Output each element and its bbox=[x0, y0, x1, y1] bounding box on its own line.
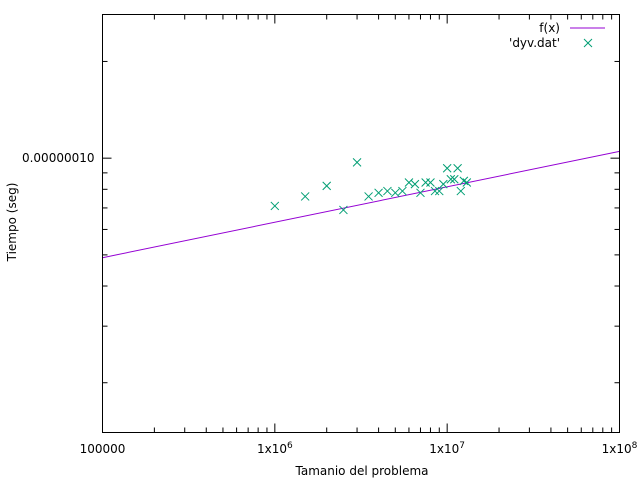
data-point bbox=[416, 188, 425, 198]
data-point-stroke bbox=[322, 181, 332, 191]
data-point-stroke bbox=[390, 188, 400, 198]
y-tick-label: 0.00000010 bbox=[22, 151, 95, 165]
data-point bbox=[434, 186, 444, 196]
data-point-stroke bbox=[442, 163, 452, 173]
data-point-stroke bbox=[374, 188, 383, 198]
data-point bbox=[398, 186, 407, 196]
plot-frame bbox=[102, 14, 620, 433]
data-point-stroke bbox=[453, 163, 462, 173]
data-point bbox=[339, 205, 348, 215]
data-point-stroke bbox=[426, 178, 435, 187]
y-axis-label: Tiempo (seg) bbox=[5, 183, 19, 263]
x-tick-label: 1x107 bbox=[429, 441, 465, 456]
plot-series bbox=[102, 150, 620, 259]
data-point-stroke bbox=[462, 178, 472, 187]
data-point bbox=[383, 186, 392, 196]
data-point-stroke bbox=[434, 186, 444, 196]
legend-point-swatch bbox=[583, 38, 593, 48]
data-point-stroke bbox=[352, 158, 362, 167]
data-point-stroke bbox=[300, 192, 310, 201]
axis-tick-labels: 100000 1x106 1x107 1x108 0.00000010 bbox=[22, 151, 638, 456]
data-point bbox=[438, 179, 448, 189]
data-point bbox=[456, 186, 466, 196]
data-point bbox=[426, 178, 435, 187]
data-point-stroke bbox=[398, 186, 407, 196]
x-axis-label: Tamanio del problema bbox=[295, 464, 429, 478]
data-point-stroke bbox=[404, 178, 414, 187]
data-point bbox=[352, 158, 362, 167]
data-point-stroke bbox=[416, 188, 425, 198]
x-tick-label: 1x108 bbox=[602, 441, 638, 456]
data-point bbox=[442, 163, 452, 173]
data-point-stroke bbox=[339, 205, 348, 215]
data-point bbox=[446, 174, 456, 184]
series-line-fx bbox=[102, 150, 620, 259]
data-point bbox=[322, 181, 332, 191]
data-point bbox=[430, 186, 440, 196]
data-point bbox=[390, 188, 400, 198]
data-point bbox=[462, 178, 472, 187]
legend: f(x)'dyv.dat' bbox=[509, 21, 605, 50]
data-point-stroke bbox=[438, 179, 448, 189]
data-point bbox=[404, 178, 414, 187]
data-point bbox=[364, 192, 373, 201]
data-point-stroke bbox=[430, 186, 440, 196]
data-point bbox=[453, 163, 462, 173]
data-point-stroke bbox=[364, 192, 373, 201]
data-point-stroke bbox=[410, 179, 420, 189]
legend-label: f(x) bbox=[539, 21, 560, 35]
data-point-stroke bbox=[456, 186, 466, 196]
data-point bbox=[300, 192, 310, 201]
data-point bbox=[410, 179, 420, 189]
data-point-stroke bbox=[459, 176, 469, 186]
data-point-stroke bbox=[449, 174, 459, 184]
data-point-stroke bbox=[270, 201, 280, 211]
data-point bbox=[270, 201, 280, 211]
x-tick-label: 1x106 bbox=[257, 441, 293, 456]
data-point bbox=[449, 174, 459, 184]
x-tick-label: 100000 bbox=[80, 442, 126, 456]
data-point bbox=[459, 176, 469, 186]
data-point-stroke bbox=[446, 174, 456, 184]
axis-ticks bbox=[102, 14, 620, 433]
data-point bbox=[374, 188, 383, 198]
legend-label: 'dyv.dat' bbox=[509, 36, 560, 50]
data-point-stroke bbox=[383, 186, 392, 196]
